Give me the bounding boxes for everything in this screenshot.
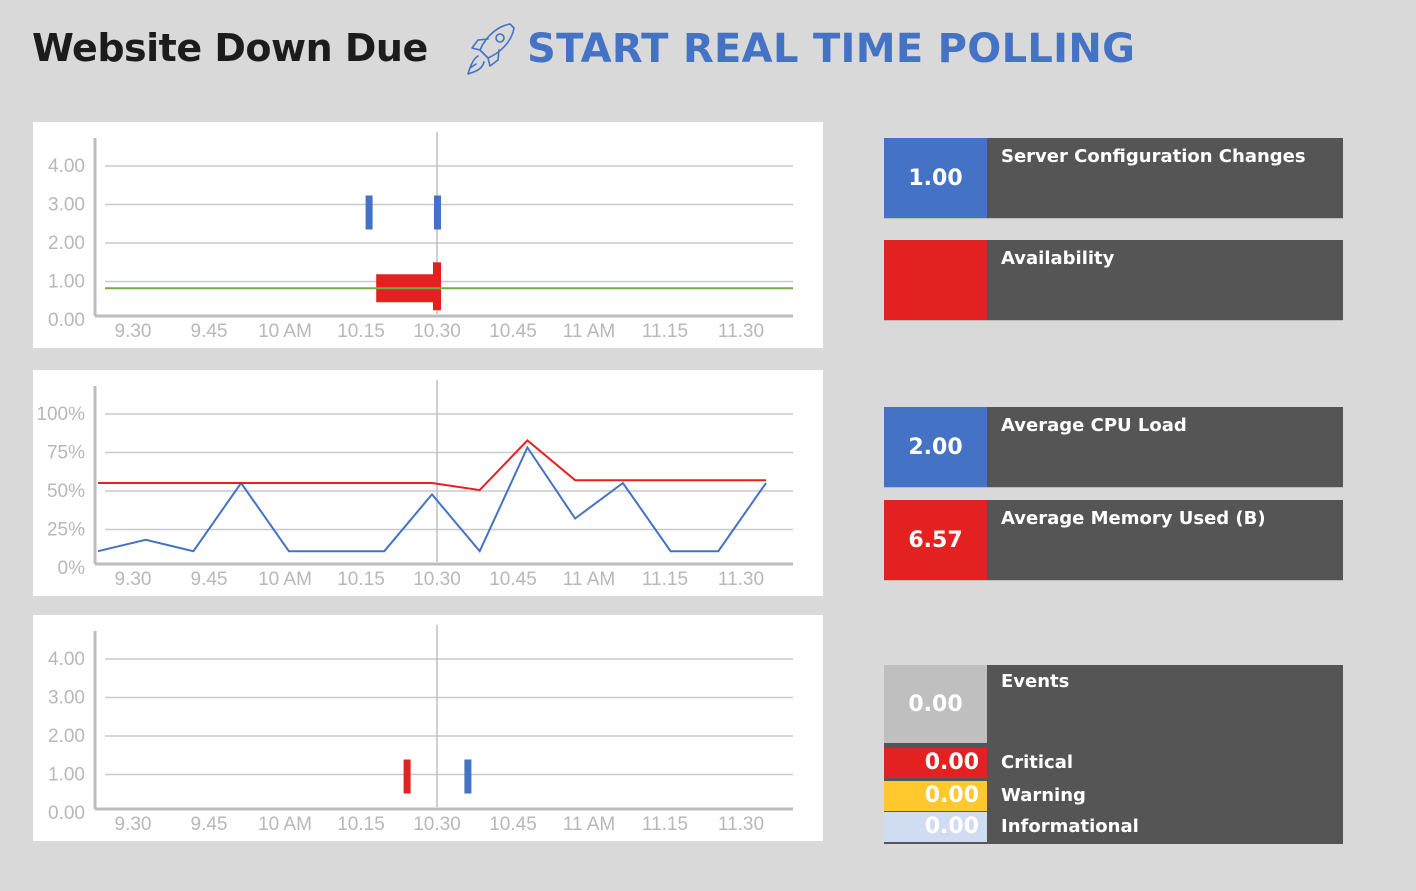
event-mark-0-1 bbox=[434, 195, 441, 230]
chart-canvas: 4.00 3.00 2.00 1.00 0.00 9.30 9.45 10 AM 10.15 10… bbox=[48, 132, 793, 342]
severity-row-warning[interactable]: 0.00 Warning bbox=[884, 781, 1343, 811]
header: Website Down Due START REAL TIME POLLING bbox=[0, 0, 1416, 100]
events-chart: 4.00 3.00 2.00 1.00 0.00 9.30 9.45 10 AM 10.15 10… bbox=[33, 615, 823, 841]
memory-used-label: Average Memory Used (B) bbox=[1001, 508, 1266, 529]
config-changes-value: 1.00 bbox=[884, 138, 987, 218]
memory-used-value: 6.57 bbox=[884, 500, 987, 580]
page-title: Website Down Due bbox=[32, 26, 428, 70]
y-tick-label: 2.00 bbox=[48, 233, 85, 254]
x-tick-label: 10.30 bbox=[413, 569, 461, 590]
memory-used-card[interactable]: 6.57 Average Memory Used (B) bbox=[884, 500, 1343, 580]
y-tick-label: 2.00 bbox=[48, 726, 85, 747]
warning-label: Warning bbox=[1001, 785, 1086, 806]
x-tick-label: 11.15 bbox=[642, 569, 688, 590]
informational-label: Informational bbox=[1001, 816, 1139, 837]
cpu-memory-chart: 100% 75% 50% 25% 0% 9.30 9.45 10 AM 10.15 10.30 10… bbox=[33, 370, 823, 596]
y-tick-label: 1.00 bbox=[48, 272, 85, 293]
severity-row-informational[interactable]: 0.00 Informational bbox=[884, 812, 1343, 842]
y-tick-label: 4.00 bbox=[48, 156, 85, 177]
x-tick-label: 10 AM bbox=[258, 321, 312, 342]
severity-row-critical[interactable]: 0.00 Critical bbox=[884, 748, 1343, 778]
y-tick-label: 0.00 bbox=[48, 803, 85, 824]
y-tick-label: 0.00 bbox=[48, 310, 85, 331]
x-tick-label: 10.30 bbox=[413, 321, 461, 342]
x-tick-label: 11 AM bbox=[563, 569, 615, 590]
x-tick-label: 11.30 bbox=[718, 321, 764, 342]
y-tick-label: 100% bbox=[36, 404, 85, 425]
x-tick-label: 10 AM bbox=[258, 814, 312, 835]
x-tick-label: 11.15 bbox=[642, 814, 688, 835]
y-tick-label: 1.00 bbox=[48, 765, 85, 786]
rocket-icon[interactable] bbox=[462, 20, 518, 78]
x-tick-label: 10 AM bbox=[258, 569, 312, 590]
chart-canvas: 100% 75% 50% 25% 0% 9.30 9.45 10 AM 10.15 10.30 10… bbox=[36, 380, 793, 590]
x-tick-label: 11.15 bbox=[642, 321, 688, 342]
config-changes-card[interactable]: 1.00 Server Configuration Changes bbox=[884, 138, 1343, 218]
availability-card[interactable]: Availability bbox=[884, 240, 1343, 320]
x-tick-label: 10.15 bbox=[337, 321, 385, 342]
x-tick-label: 10.15 bbox=[337, 569, 385, 590]
x-tick-label: 11.30 bbox=[718, 569, 764, 590]
y-tick-label: 25% bbox=[47, 520, 85, 541]
y-tick-label: 4.00 bbox=[48, 649, 85, 670]
warning-value: 0.00 bbox=[884, 781, 987, 811]
cpu-load-label: Average CPU Load bbox=[1001, 415, 1187, 436]
x-tick-label: 10.15 bbox=[337, 814, 385, 835]
series-line-1 bbox=[98, 439, 766, 492]
events-label: Events bbox=[1001, 671, 1070, 692]
x-tick-label: 9.45 bbox=[191, 321, 228, 342]
availability-block bbox=[433, 262, 441, 311]
x-tick-label: 11 AM bbox=[563, 321, 615, 342]
y-tick-label: 3.00 bbox=[48, 688, 85, 709]
availability-value bbox=[884, 240, 987, 320]
x-tick-label: 9.30 bbox=[115, 321, 152, 342]
event-mark-0-0 bbox=[403, 759, 411, 794]
events-card[interactable]: 0.00 Events 0.00 Critical 0.00 Warning 0… bbox=[884, 665, 1343, 844]
critical-value: 0.00 bbox=[884, 748, 987, 778]
y-tick-label: 50% bbox=[47, 481, 85, 502]
events-value: 0.00 bbox=[884, 665, 987, 743]
x-tick-label: 9.30 bbox=[115, 814, 152, 835]
series-line-0 bbox=[97, 445, 767, 554]
config-availability-chart: 4.00 3.00 2.00 1.00 0.00 9.30 9.45 10 AM 10.15 10… bbox=[33, 122, 823, 348]
x-tick-label: 11 AM bbox=[563, 814, 615, 835]
x-tick-label: 10.45 bbox=[489, 814, 537, 835]
x-tick-label: 10.30 bbox=[413, 814, 461, 835]
cpu-load-card[interactable]: 2.00 Average CPU Load bbox=[884, 407, 1343, 487]
event-mark-0-0 bbox=[365, 195, 373, 230]
x-tick-label: 10.45 bbox=[489, 569, 537, 590]
x-tick-label: 11.30 bbox=[718, 814, 764, 835]
start-polling-button[interactable]: START REAL TIME POLLING bbox=[527, 26, 1136, 72]
x-tick-label: 9.30 bbox=[115, 569, 152, 590]
config-changes-label: Server Configuration Changes bbox=[1001, 146, 1306, 167]
event-mark-1-0 bbox=[464, 759, 472, 794]
cpu-load-value: 2.00 bbox=[884, 407, 987, 487]
x-tick-label: 9.45 bbox=[191, 814, 228, 835]
y-tick-label: 0% bbox=[58, 558, 86, 579]
critical-label: Critical bbox=[1001, 752, 1074, 773]
x-tick-label: 10.45 bbox=[489, 321, 537, 342]
availability-label: Availability bbox=[1001, 248, 1115, 269]
y-tick-label: 75% bbox=[47, 443, 85, 464]
x-tick-label: 9.45 bbox=[191, 569, 228, 590]
chart-canvas: 4.00 3.00 2.00 1.00 0.00 9.30 9.45 10 AM 10.15 10… bbox=[48, 625, 793, 835]
y-tick-label: 3.00 bbox=[48, 195, 85, 216]
informational-value: 0.00 bbox=[884, 812, 987, 842]
